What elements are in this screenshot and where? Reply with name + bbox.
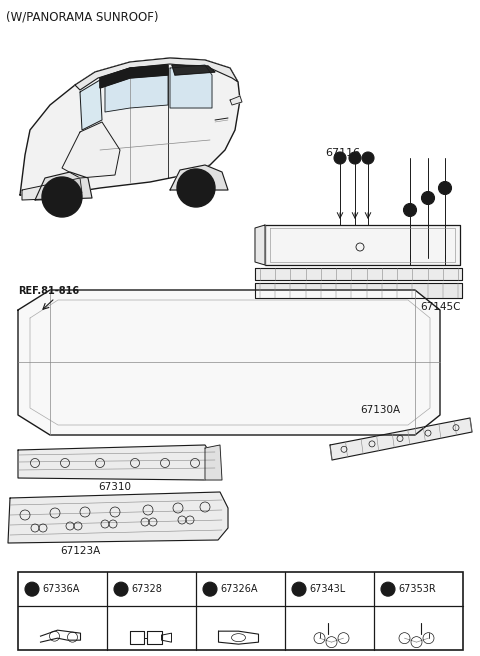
- Text: 67116: 67116: [325, 148, 360, 158]
- Text: 67343L: 67343L: [309, 584, 345, 594]
- Text: 67145C: 67145C: [420, 302, 460, 312]
- Circle shape: [292, 582, 306, 596]
- Bar: [18, 572, 463, 650]
- Circle shape: [185, 177, 207, 199]
- Polygon shape: [265, 225, 460, 265]
- Circle shape: [114, 582, 128, 596]
- Circle shape: [362, 152, 374, 164]
- Polygon shape: [8, 492, 228, 543]
- Text: 67353R: 67353R: [398, 584, 436, 594]
- Circle shape: [404, 203, 417, 216]
- Text: (W/PANORAMA SUNROOF): (W/PANORAMA SUNROOF): [6, 10, 158, 23]
- Text: c: c: [208, 584, 212, 594]
- Circle shape: [57, 192, 67, 202]
- Text: a: a: [29, 584, 35, 594]
- Circle shape: [439, 182, 452, 194]
- Text: 67310: 67310: [98, 482, 132, 492]
- Polygon shape: [22, 182, 72, 200]
- Polygon shape: [170, 65, 212, 108]
- Text: b: b: [443, 185, 447, 191]
- Text: 67328: 67328: [131, 584, 162, 594]
- Polygon shape: [18, 290, 440, 435]
- Circle shape: [421, 192, 434, 205]
- Polygon shape: [230, 96, 242, 105]
- Text: c: c: [408, 207, 412, 213]
- Text: e: e: [353, 155, 357, 161]
- Polygon shape: [100, 65, 168, 88]
- Circle shape: [349, 152, 361, 164]
- Polygon shape: [80, 80, 102, 130]
- Polygon shape: [62, 122, 120, 178]
- Text: 67123A: 67123A: [60, 546, 100, 556]
- Circle shape: [381, 582, 395, 596]
- Polygon shape: [255, 268, 462, 280]
- Circle shape: [203, 582, 217, 596]
- Polygon shape: [255, 225, 265, 265]
- Circle shape: [25, 582, 39, 596]
- Text: e: e: [385, 584, 391, 594]
- Text: a: a: [338, 155, 342, 161]
- Polygon shape: [172, 65, 215, 75]
- Polygon shape: [330, 418, 472, 460]
- Text: 67336A: 67336A: [42, 584, 79, 594]
- Polygon shape: [62, 178, 82, 196]
- Polygon shape: [20, 58, 240, 195]
- Circle shape: [334, 152, 346, 164]
- Text: d: d: [426, 195, 430, 201]
- Text: d: d: [296, 584, 302, 594]
- Polygon shape: [75, 58, 238, 90]
- Text: b: b: [118, 584, 124, 594]
- Polygon shape: [18, 445, 215, 480]
- Text: 67326A: 67326A: [220, 584, 257, 594]
- Polygon shape: [35, 172, 92, 200]
- Text: REF.81-816: REF.81-816: [18, 286, 79, 296]
- Text: 67130A: 67130A: [360, 405, 400, 415]
- Circle shape: [50, 185, 74, 209]
- Polygon shape: [255, 283, 462, 298]
- Polygon shape: [105, 68, 168, 112]
- Circle shape: [177, 169, 215, 207]
- Circle shape: [42, 177, 82, 217]
- Circle shape: [192, 184, 201, 192]
- Polygon shape: [170, 165, 228, 190]
- Text: b: b: [366, 155, 370, 161]
- Polygon shape: [205, 445, 222, 480]
